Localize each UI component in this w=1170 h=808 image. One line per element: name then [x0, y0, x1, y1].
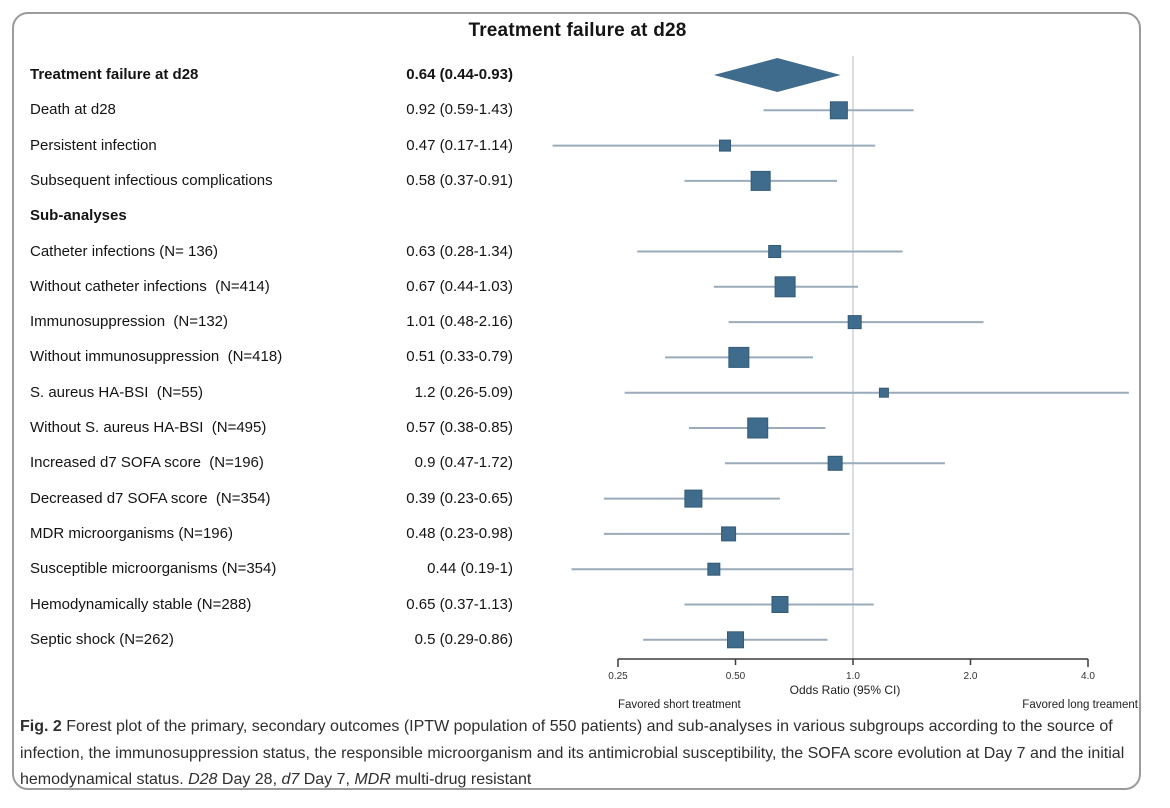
axis-tick-label: 0.50: [726, 671, 746, 682]
or-marker: [829, 101, 848, 120]
or-marker: [721, 526, 737, 542]
caption-segment: Day 7,: [299, 771, 355, 788]
caption-segment: MDR: [354, 771, 391, 788]
favored-long-note: Favored long treament: [1022, 699, 1139, 711]
or-marker: [728, 346, 750, 368]
caption-segment: D28: [188, 771, 218, 788]
or-marker: [827, 455, 843, 471]
or-marker: [771, 596, 789, 613]
caption-segment: Forest plot of the primary, secondary ou…: [20, 718, 1125, 788]
row-label: Sub-analyses: [30, 207, 127, 225]
row-label: S. aureus HA-BSI (N=55): [30, 383, 203, 401]
row-or-value: 0.67 (0.44-1.03): [406, 277, 513, 295]
caption-segment: Fig. 2: [20, 718, 62, 735]
row-or-value: 1.2 (0.26-5.09): [414, 383, 513, 401]
row-or-value: 0.48 (0.23-0.98): [406, 524, 513, 542]
or-marker: [747, 417, 769, 439]
row-or-value: 0.9 (0.47-1.72): [414, 454, 513, 472]
caption-segment: d7: [281, 771, 300, 788]
row-label: Persistent infection: [30, 136, 157, 154]
or-marker: [768, 245, 782, 258]
or-marker: [727, 631, 744, 649]
or-marker: [847, 315, 862, 330]
axis-tick-label: 4.0: [1081, 671, 1095, 682]
row-label: Septic shock (N=262): [30, 630, 174, 648]
row-label: Decreased d7 SOFA score (N=354): [30, 489, 271, 507]
axis-tick-label: 2.0: [964, 671, 978, 682]
or-marker: [774, 276, 796, 298]
row-label: Without S. aureus HA-BSI (N=495): [30, 419, 267, 436]
or-marker: [719, 139, 732, 152]
chart-title: Treatment failure at d28: [468, 20, 687, 41]
row-label: Treatment failure at d28: [30, 66, 199, 83]
row-label: Death at d28: [30, 101, 116, 119]
row-label: Catheter infections (N= 136): [30, 242, 219, 260]
caption-segment: multi-drug resistant: [390, 771, 532, 788]
or-marker: [878, 387, 889, 398]
or-marker: [750, 170, 771, 191]
row-label: Hemodynamically stable (N=288): [30, 595, 252, 613]
caption-segment: Day 28,: [217, 771, 282, 788]
axis-tick-label: 1.0: [846, 671, 860, 682]
figure-frame: [12, 12, 1141, 790]
row-or-value: 0.63 (0.28-1.34): [406, 242, 513, 260]
row-or-value: 1.01 (0.48-2.16): [406, 313, 513, 331]
row-or-value: 0.5 (0.29-0.86): [414, 630, 513, 648]
row-label: Without immunosuppression (N=418): [30, 348, 283, 366]
row-or-value: 0.65 (0.37-1.13): [406, 595, 513, 613]
x-axis-title: Odds Ratio (95% CI): [790, 683, 901, 697]
row-label: MDR microorganisms (N=196): [30, 524, 233, 542]
or-marker: [707, 562, 721, 576]
row-label: Without catheter infections (N=414): [30, 277, 270, 295]
summary-diamond: [713, 58, 841, 92]
row-label: Susceptible microorganisms (N=354): [30, 560, 277, 578]
or-marker: [684, 489, 703, 508]
row-or-value: 0.39 (0.23-0.65): [406, 489, 513, 507]
row-or-value: 0.44 (0.19-1): [427, 560, 513, 578]
figure-caption: Fig. 2 Forest plot of the primary, secon…: [20, 714, 1136, 794]
row-or-value: 0.92 (0.59-1.43): [406, 101, 513, 119]
row-or-value: 0.64 (0.44-0.93): [406, 66, 513, 83]
favored-short-note: Favored short treatment: [618, 699, 742, 711]
row-label: Increased d7 SOFA score (N=196): [30, 454, 264, 472]
row-or-value: 0.51 (0.33-0.79): [406, 348, 513, 366]
row-or-value: 0.57 (0.38-0.85): [406, 419, 513, 436]
row-or-value: 0.47 (0.17-1.14): [406, 136, 513, 154]
axis-tick-label: 0.25: [608, 671, 628, 682]
row-label: Subsequent infectious complications: [30, 171, 273, 189]
row-label: Immunosuppression (N=132): [30, 313, 229, 331]
row-or-value: 0.58 (0.37-0.91): [406, 171, 513, 189]
